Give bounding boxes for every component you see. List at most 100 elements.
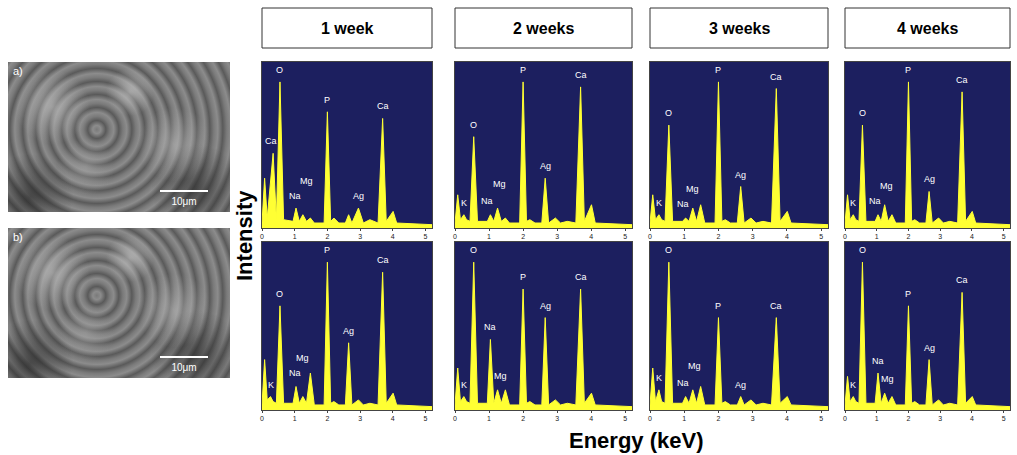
svg-text:Ca: Ca [377, 101, 389, 111]
svg-text:Ca: Ca [575, 70, 587, 80]
svg-text:P: P [520, 65, 526, 75]
svg-text:1 week: 1 week [321, 20, 374, 37]
svg-text:K: K [850, 198, 856, 208]
svg-text:P: P [324, 245, 330, 255]
svg-text:0: 0 [453, 233, 457, 240]
svg-text:0: 0 [648, 233, 652, 240]
svg-text:3: 3 [751, 415, 755, 422]
svg-text:2: 2 [717, 233, 721, 240]
svg-text:Mg: Mg [300, 176, 313, 186]
svg-text:1: 1 [487, 415, 491, 422]
svg-text:3: 3 [938, 415, 942, 422]
svg-text:O: O [276, 65, 283, 75]
svg-text:1: 1 [682, 233, 686, 240]
svg-text:3: 3 [555, 415, 559, 422]
svg-text:Mg: Mg [688, 361, 701, 371]
svg-text:4: 4 [589, 415, 593, 422]
svg-text:0: 0 [260, 415, 264, 422]
svg-text:P: P [324, 95, 330, 105]
svg-text:1: 1 [875, 415, 879, 422]
svg-text:O: O [470, 245, 477, 255]
svg-text:2: 2 [325, 233, 329, 240]
svg-text:5: 5 [623, 415, 627, 422]
svg-text:2: 2 [907, 415, 911, 422]
svg-text:O: O [859, 245, 866, 255]
svg-text:Ca: Ca [956, 75, 968, 85]
svg-text:5: 5 [819, 233, 823, 240]
svg-text:0: 0 [843, 415, 847, 422]
svg-text:Ag: Ag [924, 174, 935, 184]
svg-text:Ca: Ca [265, 136, 277, 146]
svg-text:4: 4 [970, 415, 974, 422]
svg-text:Ag: Ag [540, 161, 551, 171]
svg-text:2: 2 [907, 233, 911, 240]
svg-text:5: 5 [819, 415, 823, 422]
svg-text:O: O [276, 289, 283, 299]
svg-text:Ca: Ca [770, 301, 782, 311]
svg-text:O: O [859, 108, 866, 118]
svg-text:Ag: Ag [924, 343, 935, 353]
svg-text:Na: Na [677, 199, 689, 209]
svg-text:Ca: Ca [377, 255, 389, 265]
svg-text:5: 5 [1002, 415, 1006, 422]
svg-text:O: O [665, 108, 672, 118]
svg-text:4: 4 [785, 233, 789, 240]
svg-text:2: 2 [717, 415, 721, 422]
svg-text:4: 4 [785, 415, 789, 422]
svg-text:K: K [461, 198, 467, 208]
svg-text:K: K [656, 373, 662, 383]
svg-text:4: 4 [589, 233, 593, 240]
svg-text:Ca: Ca [575, 272, 587, 282]
svg-text:0: 0 [843, 233, 847, 240]
svg-text:Mg: Mg [880, 181, 893, 191]
svg-text:Ca: Ca [956, 275, 968, 285]
svg-text:3: 3 [358, 415, 362, 422]
svg-text:Na: Na [481, 196, 493, 206]
svg-text:Na: Na [289, 191, 301, 201]
svg-text:3: 3 [938, 233, 942, 240]
svg-text:4: 4 [391, 415, 395, 422]
svg-text:Mg: Mg [493, 179, 506, 189]
svg-text:Ag: Ag [353, 191, 364, 201]
svg-text:0: 0 [453, 415, 457, 422]
svg-text:P: P [905, 65, 911, 75]
svg-text:5: 5 [623, 233, 627, 240]
svg-text:0: 0 [648, 415, 652, 422]
svg-text:3 weeks: 3 weeks [709, 20, 770, 37]
svg-text:4: 4 [970, 233, 974, 240]
svg-text:Energy (keV): Energy (keV) [569, 428, 704, 453]
svg-text:5: 5 [424, 233, 428, 240]
svg-text:K: K [656, 198, 662, 208]
svg-text:K: K [850, 380, 856, 390]
svg-text:3: 3 [555, 233, 559, 240]
svg-text:K: K [461, 380, 467, 390]
svg-text:1: 1 [875, 233, 879, 240]
svg-text:1: 1 [487, 233, 491, 240]
svg-text:P: P [715, 301, 721, 311]
svg-text:Ag: Ag [735, 170, 746, 180]
svg-text:Na: Na [677, 378, 689, 388]
svg-text:Mg: Mg [494, 371, 507, 381]
svg-text:Mg: Mg [686, 184, 699, 194]
svg-text:Na: Na [872, 356, 884, 366]
svg-text:0: 0 [260, 233, 264, 240]
svg-text:4 weeks: 4 weeks [897, 20, 958, 37]
svg-text:5: 5 [1002, 233, 1006, 240]
svg-text:Na: Na [484, 322, 496, 332]
svg-text:2 weeks: 2 weeks [513, 20, 574, 37]
svg-text:2: 2 [521, 233, 525, 240]
svg-text:4: 4 [391, 233, 395, 240]
svg-text:1: 1 [293, 415, 297, 422]
svg-text:P: P [715, 65, 721, 75]
svg-text:Mg: Mg [296, 353, 309, 363]
svg-text:Ag: Ag [735, 380, 746, 390]
svg-text:P: P [905, 289, 911, 299]
svg-text:2: 2 [325, 415, 329, 422]
svg-text:Intensity: Intensity [232, 190, 257, 281]
svg-text:Ag: Ag [343, 326, 354, 336]
svg-text:1: 1 [293, 233, 297, 240]
svg-text:5: 5 [424, 415, 428, 422]
svg-text:2: 2 [521, 415, 525, 422]
svg-text:K: K [268, 380, 274, 390]
svg-text:O: O [470, 120, 477, 130]
